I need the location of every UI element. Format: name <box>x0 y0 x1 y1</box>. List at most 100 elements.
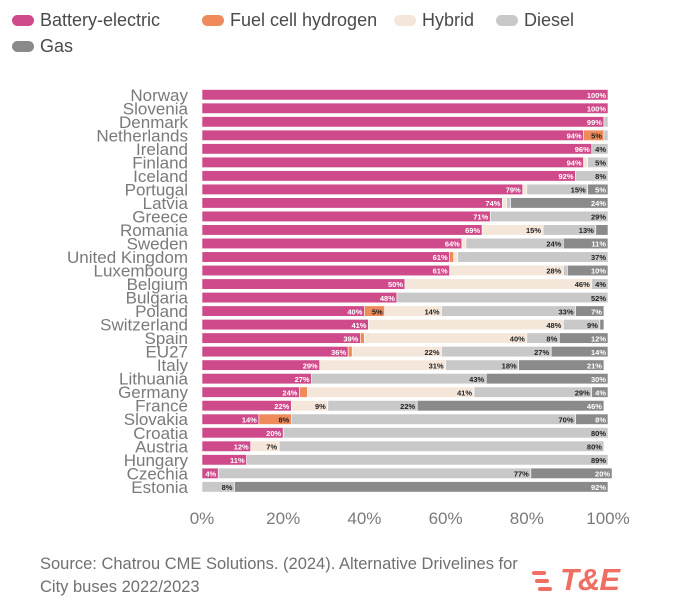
legend-item-hybrid: Hybrid <box>394 10 474 31</box>
data-label: 5% <box>595 159 606 168</box>
data-label: 74% <box>485 199 500 208</box>
legend-label: Diesel <box>524 10 575 30</box>
bar-segment <box>234 481 609 493</box>
data-label: 15% <box>571 186 586 195</box>
bar-segment <box>347 346 353 358</box>
source-note: Source: Chatrou CME Solutions. (2024). A… <box>40 555 518 596</box>
data-label: 40% <box>347 307 362 316</box>
bar-segment <box>563 264 568 277</box>
category-label: Norway <box>130 86 188 105</box>
x-tick-label: 40% <box>347 509 381 528</box>
data-label: 43% <box>469 375 484 384</box>
bar-segment <box>441 305 576 317</box>
bar-segment <box>201 89 609 101</box>
data-label: 22% <box>425 348 440 357</box>
stacked-bar-chart: NorwaySloveniaDenmarkNetherlandsIrelandF… <box>67 86 630 528</box>
data-label: 31% <box>429 361 444 370</box>
te-logo: T&E <box>532 562 642 602</box>
data-label: 8% <box>546 334 557 343</box>
bar-segment <box>201 224 483 236</box>
data-label: 15% <box>526 226 541 235</box>
data-label: 92% <box>591 483 606 492</box>
bar-segment <box>587 183 609 195</box>
data-label: 12% <box>234 442 249 451</box>
data-label: 46% <box>587 402 602 411</box>
category-label: Romania <box>120 221 189 240</box>
data-label: 61% <box>433 253 448 262</box>
legend-label: Fuel cell hydrogen <box>230 10 378 30</box>
category-label: Spain <box>145 329 188 348</box>
category-label: Estonia <box>131 478 188 497</box>
data-label: 41% <box>457 388 472 397</box>
bar-segment <box>201 305 365 317</box>
data-label: 80% <box>591 429 606 438</box>
bar-segment <box>506 197 511 209</box>
category-label: Czechia <box>127 464 189 483</box>
bar-segment <box>502 197 507 209</box>
category-label: France <box>135 397 188 416</box>
bar-segment <box>595 224 609 236</box>
data-label: 24% <box>282 388 297 397</box>
data-label: 12% <box>591 334 606 343</box>
bar-segment <box>368 319 564 331</box>
bar-segment <box>201 278 406 290</box>
bar-segment <box>319 359 446 371</box>
data-label: 11% <box>230 456 245 465</box>
x-tick-label: 20% <box>266 509 300 528</box>
bar-segment <box>550 346 609 358</box>
data-label: 50% <box>388 280 403 289</box>
data-label: 4% <box>205 470 216 479</box>
data-label: 100% <box>587 91 607 100</box>
data-label: 28% <box>546 267 561 276</box>
bar-segment <box>416 400 605 412</box>
category-label: EU27 <box>145 343 188 362</box>
data-label: 5% <box>595 186 606 195</box>
bar-segment <box>575 413 609 425</box>
data-label: 21% <box>587 361 602 370</box>
data-label: 4% <box>595 145 606 154</box>
data-label: 5% <box>591 132 602 141</box>
data-label: 14% <box>242 415 257 424</box>
legend-item-fuel-cell-hydrogen: Fuel cell hydrogen <box>202 10 377 31</box>
data-label: 48% <box>546 321 561 330</box>
category-label: Iceland <box>133 167 188 186</box>
category-label: Netherlands <box>96 126 188 145</box>
data-label: 92% <box>559 172 574 181</box>
category-label: Slovakia <box>124 410 189 429</box>
bar-segment <box>489 210 609 222</box>
bar-segment <box>299 386 308 398</box>
bar-segment <box>603 129 609 141</box>
bar-segment <box>201 197 503 209</box>
bar-segment <box>583 156 589 168</box>
x-tick-label: 0% <box>190 509 215 528</box>
data-label: 33% <box>559 307 574 316</box>
data-label: 8% <box>595 172 606 181</box>
data-label: 48% <box>380 294 395 303</box>
legend-swatch <box>12 41 34 52</box>
data-label: 29% <box>303 361 318 370</box>
category-label: Belgium <box>127 275 188 294</box>
x-tick-label: 80% <box>510 509 544 528</box>
x-tick-label: 100% <box>586 509 629 528</box>
bar-segment <box>518 359 605 371</box>
bar-segment <box>587 156 609 168</box>
data-label: 99% <box>587 118 602 127</box>
bar-segment <box>201 170 576 182</box>
bar-segment <box>201 210 491 222</box>
data-label: 4% <box>595 280 606 289</box>
data-label: 11% <box>591 240 606 249</box>
bar-segment <box>201 346 349 358</box>
bar-segment <box>591 143 609 155</box>
category-label: Slovenia <box>123 99 189 118</box>
bar-segment <box>360 332 365 344</box>
category-label: Latvia <box>143 194 189 213</box>
category-label: Germany <box>118 383 188 402</box>
bar-segment <box>291 413 576 425</box>
data-label: 4% <box>595 388 606 397</box>
data-label: 24% <box>546 240 561 249</box>
data-label: 14% <box>425 307 440 316</box>
data-label: 20% <box>595 470 610 479</box>
bar-segment <box>201 116 605 128</box>
bar-segment <box>396 292 609 304</box>
bar-segment <box>282 427 609 439</box>
